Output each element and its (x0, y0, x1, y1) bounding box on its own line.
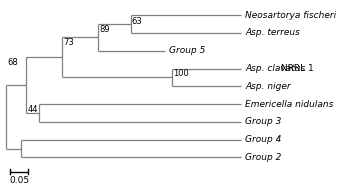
Text: Group 5: Group 5 (169, 46, 206, 55)
Text: Group 4: Group 4 (245, 135, 282, 144)
Text: 73: 73 (63, 38, 74, 47)
Text: Emericella nidulans: Emericella nidulans (245, 100, 333, 109)
Text: Group 2: Group 2 (245, 153, 282, 162)
Text: Group 3: Group 3 (245, 117, 282, 126)
Text: Asp. clavatus: Asp. clavatus (245, 64, 305, 73)
Text: NRRL 1: NRRL 1 (278, 64, 314, 73)
Text: Neosartorya fischeri: Neosartorya fischeri (245, 11, 336, 20)
Text: 100: 100 (173, 69, 189, 78)
Text: 0.05: 0.05 (9, 176, 29, 185)
Text: 68: 68 (8, 58, 18, 67)
Text: 63: 63 (132, 17, 142, 26)
Text: 44: 44 (27, 105, 38, 114)
Text: Asp. terreus: Asp. terreus (245, 29, 300, 37)
Text: Asp. niger: Asp. niger (245, 82, 290, 91)
Text: 89: 89 (99, 25, 110, 34)
